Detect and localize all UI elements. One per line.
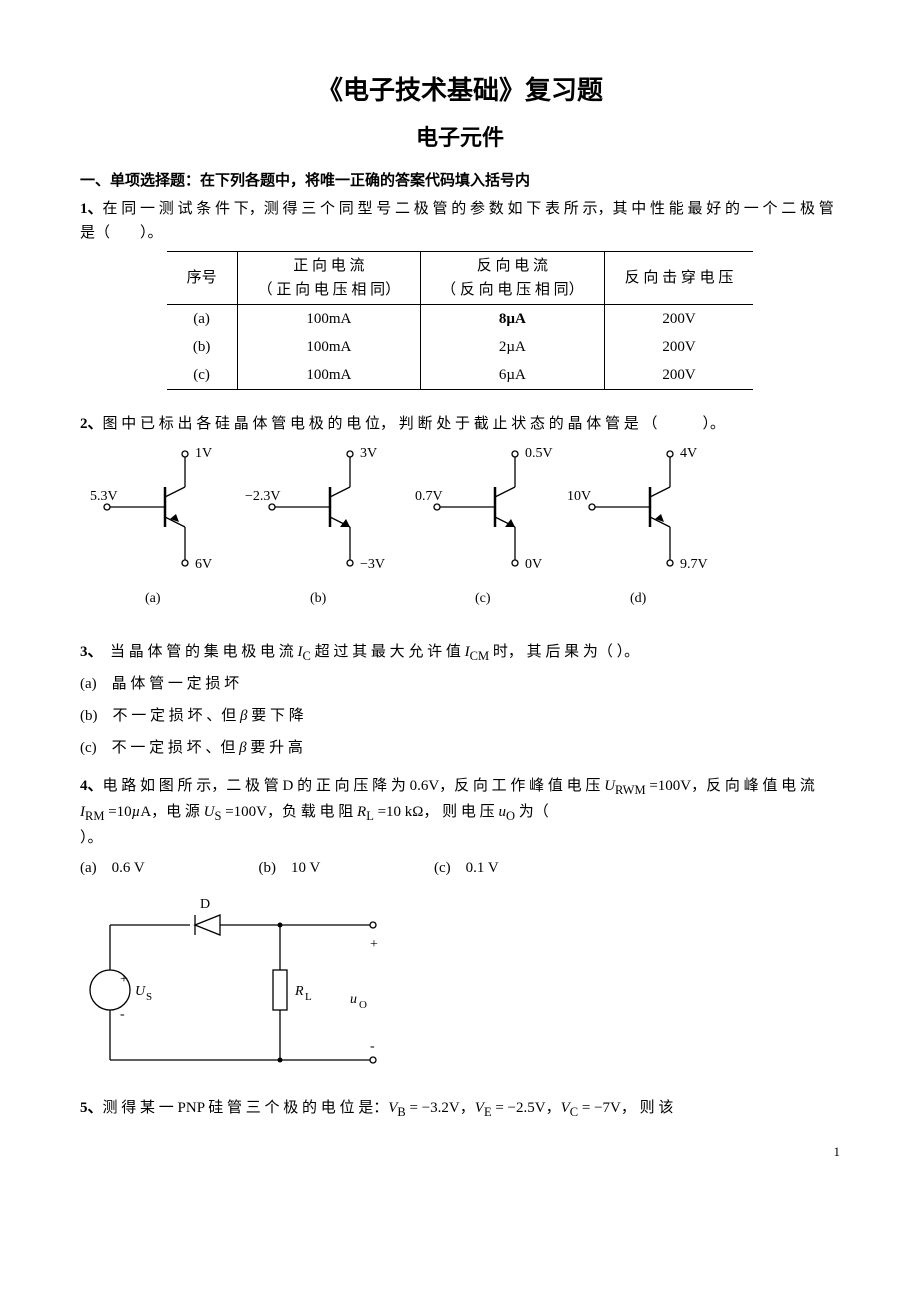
- table-row: (c) 100mA 6µA 200V: [167, 361, 754, 390]
- svg-text:+: +: [120, 972, 128, 987]
- svg-text:0.5V: 0.5V: [525, 446, 553, 461]
- section-heading: 一、单项选择题：在下列各题中，将唯一正确的答案代码填入括号内: [80, 169, 840, 193]
- svg-text:U: U: [135, 984, 146, 999]
- q4-opt-a: (a) 0.6 V: [80, 856, 145, 880]
- page-subtitle: 电子元件: [80, 120, 840, 155]
- table-row: (a) 100mA 8µA 200V: [167, 304, 754, 333]
- q4-text: 电 路 如 图 所 示，二 极 管 D 的 正 向 压 降 为 0.6V，反 向…: [80, 778, 815, 846]
- svg-text:R: R: [294, 984, 304, 999]
- table-row: (b) 100mA 2µA 200V: [167, 333, 754, 361]
- svg-text:L: L: [305, 991, 312, 1003]
- svg-text:−3V: −3V: [360, 557, 385, 572]
- svg-text:(b): (b): [310, 591, 327, 606]
- svg-text:+: +: [370, 937, 378, 952]
- svg-text:-: -: [370, 1039, 375, 1054]
- q1-th-1: 正 向 电 流（ 正 向 电 压 相 同）: [237, 251, 421, 304]
- svg-text:u: u: [350, 992, 357, 1007]
- q3-number: 3、: [80, 644, 95, 660]
- q1-th-3: 反 向 击 穿 电 压: [604, 251, 753, 304]
- q1-table: 序号 正 向 电 流（ 正 向 电 压 相 同） 反 向 电 流（ 反 向 电 …: [167, 251, 754, 390]
- svg-text:S: S: [146, 991, 152, 1003]
- q5-number: 5、: [80, 1100, 103, 1116]
- q1-number: 1、: [80, 201, 103, 217]
- svg-text:9.7V: 9.7V: [680, 557, 708, 572]
- q2-transistor-diagrams: 1V 5.3V 6V (a) 3V −2.3V −3V (b) 0.5V 0.7…: [80, 442, 780, 622]
- svg-text:-: -: [120, 1007, 125, 1022]
- question-5: 5、测 得 某 一 PNP 硅 管 三 个 极 的 电 位 是：VB = −3.…: [80, 1096, 840, 1122]
- svg-text:10V: 10V: [567, 489, 591, 504]
- q3-text: 当 晶 体 管 的 集 电 极 电 流 IC 超 过 其 最 大 允 许 值 I…: [95, 644, 639, 660]
- q3-opt-b: (b) 不 一 定 损 坏 、但 β 要 下 降: [80, 704, 840, 728]
- svg-text:4V: 4V: [680, 446, 697, 461]
- svg-text:1V: 1V: [195, 446, 212, 461]
- q1-th-0: 序号: [167, 251, 238, 304]
- q4-opt-b: (b) 10 V: [258, 856, 320, 880]
- q1-th-2: 反 向 电 流（ 反 向 电 压 相 同）: [421, 251, 605, 304]
- q3-opt-c: (c) 不 一 定 损 坏 、但 β 要 升 高: [80, 736, 840, 760]
- page-title: 《电子技术基础》复习题: [80, 70, 840, 112]
- svg-text:O: O: [359, 999, 367, 1011]
- svg-text:−2.3V: −2.3V: [245, 489, 281, 504]
- q5-text: 测 得 某 一 PNP 硅 管 三 个 极 的 电 位 是：VB = −3.2V…: [103, 1100, 674, 1116]
- q2-number: 2、: [80, 416, 103, 432]
- question-1: 1、在 同 一 测 试 条 件 下，测 得 三 个 同 型 号 二 极 管 的 …: [80, 197, 840, 245]
- svg-text:0.7V: 0.7V: [415, 489, 443, 504]
- q3-opt-a: (a) 晶 体 管 一 定 损 坏: [80, 672, 840, 696]
- svg-text:(c): (c): [475, 591, 491, 606]
- svg-text:3V: 3V: [360, 446, 377, 461]
- svg-text:5.3V: 5.3V: [90, 489, 118, 504]
- page-number: 1: [80, 1142, 840, 1163]
- question-2: 2、图 中 已 标 出 各 硅 晶 体 管 电 极 的 电 位， 判 断 处 于…: [80, 412, 840, 436]
- q2-text: 图 中 已 标 出 各 硅 晶 体 管 电 极 的 电 位， 判 断 处 于 截…: [103, 416, 726, 432]
- svg-text:D: D: [200, 897, 210, 912]
- q1-text: 在 同 一 测 试 条 件 下，测 得 三 个 同 型 号 二 极 管 的 参 …: [80, 201, 834, 241]
- q4-circuit-diagram: D RL + uO - + US -: [80, 890, 420, 1080]
- svg-text:0V: 0V: [525, 557, 542, 572]
- q4-opt-c: (c) 0.1 V: [434, 856, 499, 880]
- q4-options: (a) 0.6 V (b) 10 V (c) 0.1 V: [80, 856, 840, 880]
- svg-text:6V: 6V: [195, 557, 212, 572]
- q4-number: 4、: [80, 778, 103, 794]
- svg-text:(a): (a): [145, 591, 161, 606]
- question-4: 4、电 路 如 图 所 示，二 极 管 D 的 正 向 压 降 为 0.6V，反…: [80, 774, 840, 850]
- svg-text:(d): (d): [630, 591, 647, 606]
- question-3: 3、 当 晶 体 管 的 集 电 极 电 流 IC 超 过 其 最 大 允 许 …: [80, 640, 840, 666]
